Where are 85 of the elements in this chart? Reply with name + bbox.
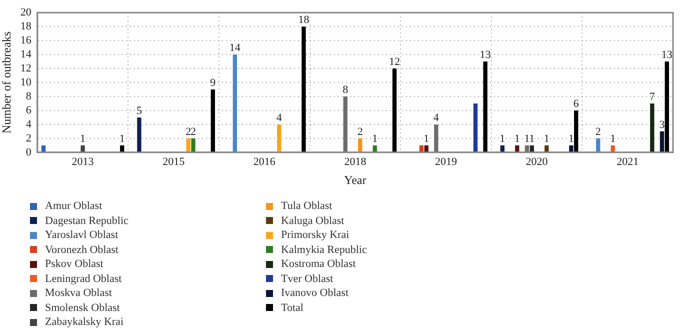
legend-label: Ivanovo Oblast bbox=[281, 287, 349, 300]
legend-label: Pskov Oblast bbox=[45, 258, 104, 270]
legend-label: Kaluga Oblast bbox=[281, 214, 344, 227]
bar bbox=[664, 62, 669, 152]
y-axis-title: Number of outbreaks bbox=[0, 31, 14, 134]
data-label: 8 bbox=[342, 84, 349, 96]
x-axis-title: Year bbox=[344, 172, 366, 187]
data-label: 2 bbox=[357, 126, 363, 138]
bar bbox=[434, 124, 438, 152]
data-label: 18 bbox=[298, 14, 310, 26]
bar bbox=[191, 138, 196, 152]
legend-label: Voronezh Oblast bbox=[45, 244, 118, 256]
data-label: 13 bbox=[480, 48, 492, 61]
data-label: 7 bbox=[649, 90, 656, 103]
data-label: 1 bbox=[119, 132, 125, 145]
x-tick-label: 2013 bbox=[72, 156, 94, 168]
bar bbox=[343, 96, 348, 152]
x-tick-label: 2018 bbox=[344, 156, 367, 168]
y-tick-label: 8 bbox=[26, 90, 32, 102]
legend-label: Moskva Oblast bbox=[45, 287, 112, 300]
data-label: 14 bbox=[229, 42, 241, 54]
y-tick-label: 16 bbox=[20, 34, 32, 46]
data-label: 1 bbox=[514, 132, 520, 145]
bar bbox=[650, 103, 654, 152]
data-label: 5 bbox=[136, 104, 142, 117]
data-label: 3 bbox=[659, 118, 666, 131]
bar bbox=[574, 110, 578, 152]
bar bbox=[210, 89, 215, 152]
data-label: 1 bbox=[372, 132, 378, 145]
legend-label: Zabaykalsky Krai bbox=[45, 316, 124, 328]
bar bbox=[80, 145, 85, 152]
bar bbox=[277, 124, 282, 152]
y-tick-label: 18 bbox=[20, 20, 32, 32]
data-label: 4 bbox=[433, 112, 440, 124]
bar bbox=[596, 138, 600, 152]
y-tick-label: 14 bbox=[20, 48, 32, 60]
bar bbox=[392, 68, 397, 152]
x-tick-label: 2015 bbox=[162, 156, 186, 168]
data-label: 1 bbox=[500, 132, 506, 145]
y-tick-label: 4 bbox=[26, 118, 32, 130]
data-label: 2 bbox=[190, 126, 196, 138]
legend-label: Tula Oblast bbox=[281, 200, 332, 212]
bar bbox=[302, 26, 306, 152]
bar bbox=[483, 62, 488, 152]
x-tick-label: 2020 bbox=[526, 156, 548, 168]
x-tick-label: 2019 bbox=[435, 156, 458, 168]
bar bbox=[660, 131, 664, 152]
legend-label: Kalmykia Republic bbox=[281, 244, 367, 256]
data-label: 2 bbox=[595, 126, 601, 138]
y-tick-label: 0 bbox=[26, 146, 32, 158]
data-label: 1 bbox=[424, 132, 430, 145]
data-label: 4 bbox=[276, 112, 282, 124]
bar bbox=[186, 138, 190, 152]
data-label: 1 bbox=[80, 132, 86, 145]
legend-label: Amur Oblast bbox=[45, 200, 102, 212]
data-label: 1 bbox=[524, 132, 530, 145]
data-label: 6 bbox=[573, 98, 580, 110]
legend-label: Yaroslavl Oblast bbox=[45, 229, 118, 242]
legend-label: Kostroma Oblast bbox=[281, 258, 356, 270]
legend-label: Dagestan Republic bbox=[45, 214, 128, 227]
bar bbox=[358, 138, 362, 152]
y-tick-label: 6 bbox=[26, 104, 32, 116]
data-label: 13 bbox=[661, 48, 673, 61]
y-tick-label: 12 bbox=[20, 62, 32, 74]
bar bbox=[569, 145, 574, 152]
data-label: 1 bbox=[544, 132, 550, 145]
bar bbox=[232, 54, 238, 152]
x-tick-label: 2021 bbox=[616, 156, 639, 168]
data-label: 2 bbox=[186, 126, 192, 138]
legend-label: Leningrad Oblast bbox=[45, 272, 122, 285]
data-label: 9 bbox=[210, 76, 216, 89]
x-tick-label: 2016 bbox=[253, 156, 276, 168]
data-label: 1 bbox=[610, 132, 616, 145]
data-label: 12 bbox=[389, 56, 400, 68]
bar bbox=[137, 117, 142, 152]
legend-label: Primorsky Krai bbox=[281, 229, 350, 242]
legend-label: Smolensk Oblast bbox=[45, 302, 120, 314]
legend-label: Total bbox=[281, 302, 304, 314]
y-tick-label: 2 bbox=[26, 132, 32, 144]
y-tick-label: 20 bbox=[20, 6, 32, 18]
data-label: 1 bbox=[529, 132, 535, 145]
data-label: 1 bbox=[568, 132, 574, 145]
y-tick-label: 10 bbox=[20, 76, 32, 88]
legend-label: Tver Oblast bbox=[281, 272, 334, 285]
bar bbox=[473, 103, 478, 152]
